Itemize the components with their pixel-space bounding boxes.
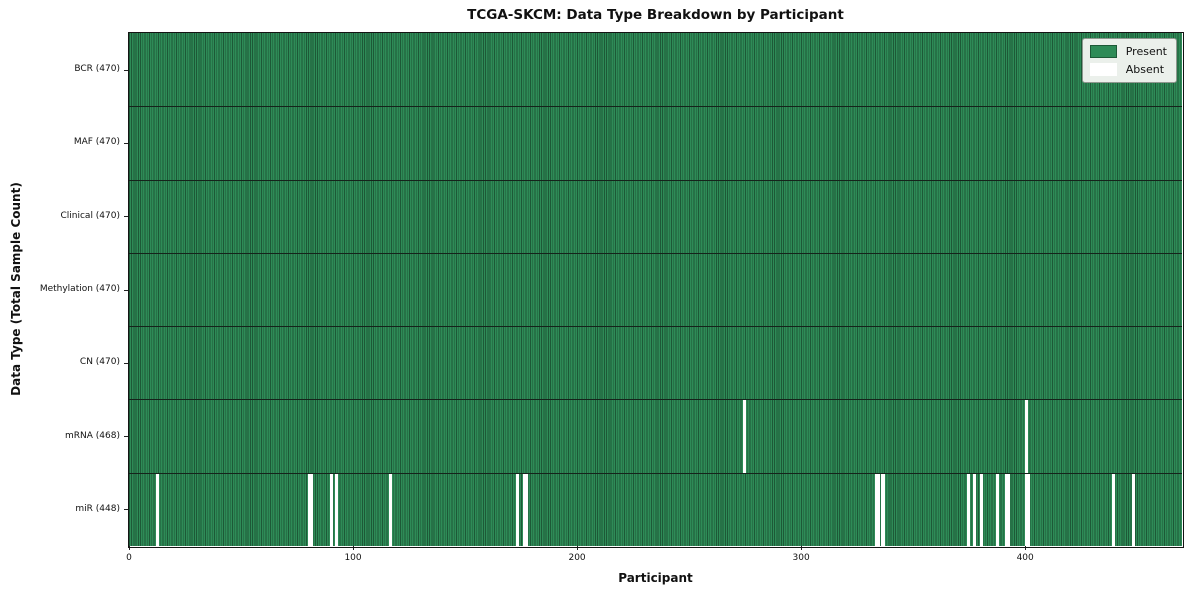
row-separator — [129, 326, 1182, 328]
absent-swatch — [1089, 63, 1117, 76]
x-tick-label-0: 0 — [126, 553, 132, 563]
x-tick-label-400: 400 — [1016, 553, 1034, 563]
absent-mark-miR-336 — [881, 472, 885, 546]
y-tick-label-Methylation: Methylation (470) — [39, 284, 120, 294]
legend-item-absent: Absent — [1089, 62, 1167, 76]
x-tick-mark-300 — [801, 546, 803, 550]
x-tick-label-200: 200 — [568, 553, 586, 563]
y-tick-label-CN: CN (470) — [79, 357, 120, 368]
absent-mark-miR-374 — [966, 472, 970, 546]
heatmap-row-Methylation — [129, 252, 1182, 327]
absent-mark-miR-377 — [973, 472, 977, 546]
absent-mark-miR-439 — [1112, 472, 1116, 546]
row-separator — [129, 179, 1182, 181]
plot-area: Present Absent — [127, 31, 1184, 548]
absent-mark-miR-400 — [1024, 472, 1028, 546]
heatmap-row-BCR — [129, 33, 1182, 107]
absent-mark-miR-333 — [874, 472, 878, 546]
x-tick-label-100: 100 — [344, 553, 362, 563]
y-tick-mark — [124, 142, 128, 144]
row-separator — [129, 399, 1182, 401]
absent-mark-miR-116 — [388, 472, 392, 546]
x-tick-mark-200 — [577, 546, 579, 550]
y-tick-mark — [124, 69, 128, 71]
x-tick-mark-400 — [1025, 546, 1027, 550]
absent-mark-miR-387 — [995, 472, 999, 546]
x-tick-label-300: 300 — [792, 553, 810, 563]
absent-mark-mRNA-274 — [742, 399, 746, 473]
legend: Present Absent — [1081, 38, 1177, 83]
y-tick-label-BCR: BCR (470) — [74, 64, 120, 75]
heatmap-row-miR — [129, 472, 1182, 546]
x-axis-label: Participant — [618, 571, 693, 585]
absent-mark-miR-391 — [1004, 472, 1008, 546]
y-tick-mark — [124, 436, 128, 438]
y-tick-mark — [124, 216, 128, 218]
absent-mark-miR-177 — [525, 472, 529, 546]
absent-mark-miR-81 — [310, 472, 314, 546]
absent-mark-miR-173 — [516, 472, 520, 546]
y-tick-label-MAF: MAF (470) — [73, 137, 120, 148]
legend-item-present: Present — [1089, 44, 1167, 58]
row-separator — [129, 106, 1182, 108]
absent-mark-miR-12 — [155, 472, 159, 546]
present-swatch — [1089, 45, 1117, 58]
chart-title: TCGA-SKCM: Data Type Breakdown by Partic… — [467, 7, 844, 23]
x-tick-mark-100 — [353, 546, 355, 550]
absent-mark-miR-334 — [877, 472, 881, 546]
y-tick-mark — [124, 362, 128, 364]
row-separator — [129, 472, 1182, 474]
x-tick-mark-0 — [129, 546, 130, 550]
y-tick-label-mRNA: mRNA (468) — [65, 430, 120, 441]
absent-mark-miR-176 — [523, 472, 527, 546]
row-separator — [129, 252, 1182, 254]
absent-mark-miR-90 — [330, 472, 334, 546]
y-tick-mark — [124, 289, 128, 291]
y-tick-label-miR: miR (448) — [75, 503, 120, 514]
absent-mark-miR-92 — [334, 472, 338, 546]
heatmap-row-mRNA — [129, 399, 1182, 473]
absent-mark-miR-80 — [307, 472, 311, 546]
absent-mark-miR-401 — [1027, 472, 1031, 546]
absent-mark-mRNA-400 — [1024, 399, 1028, 473]
y-tick-label-Clinical: Clinical (470) — [60, 210, 120, 221]
absent-mark-miR-380 — [980, 472, 984, 546]
absent-mark-miR-448 — [1132, 472, 1136, 546]
absent-mark-miR-392 — [1006, 472, 1010, 546]
y-tick-mark — [124, 509, 128, 511]
legend-label-present: Present — [1125, 44, 1167, 58]
heatmap-row-CN — [129, 326, 1182, 400]
heatmap-row-Clinical — [129, 179, 1182, 253]
heatmap-row-MAF — [129, 106, 1182, 180]
legend-label-absent: Absent — [1125, 62, 1165, 76]
